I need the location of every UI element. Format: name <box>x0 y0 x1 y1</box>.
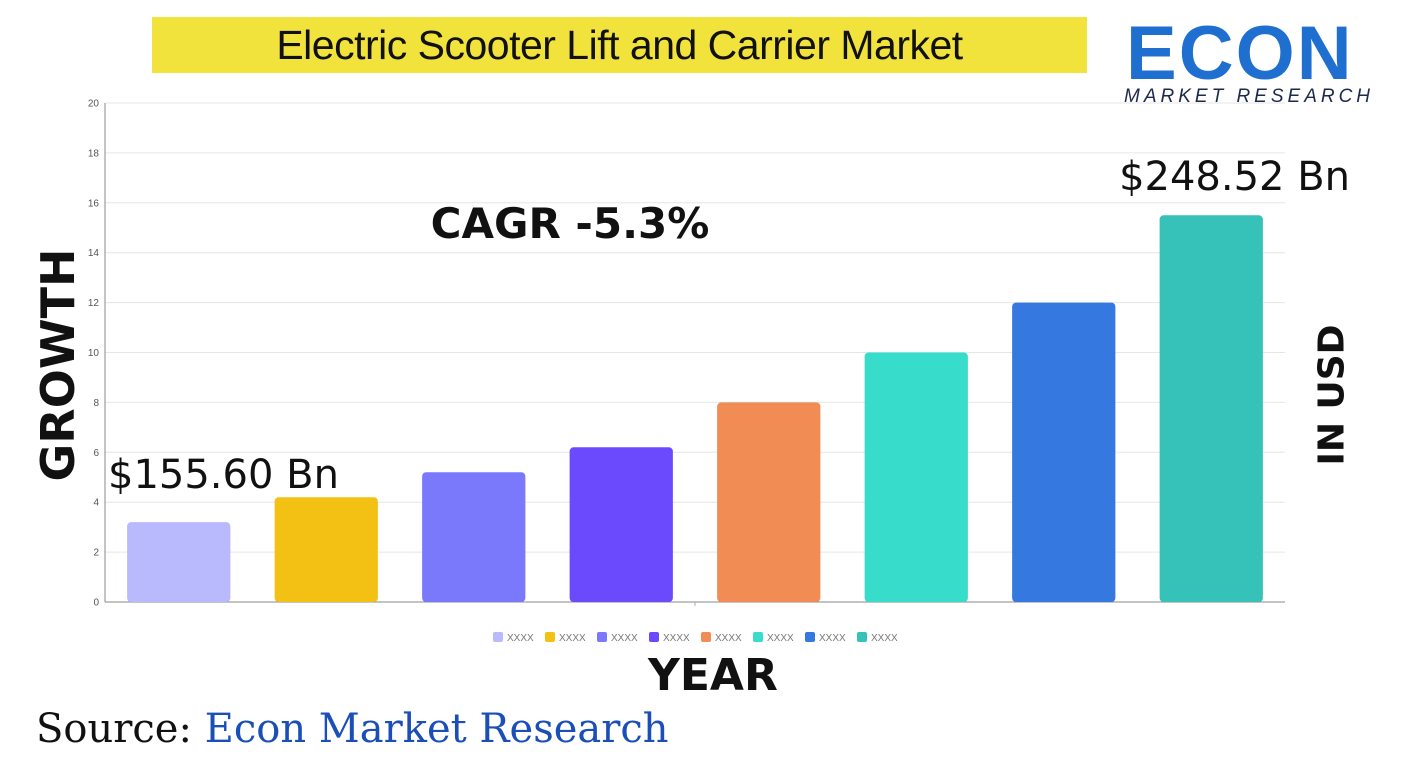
legend-label: XXXX <box>611 633 638 644</box>
bar <box>1159 215 1263 602</box>
legend-label: XXXX <box>819 633 846 644</box>
end-value-annotation: $248.52 Bn <box>1119 154 1350 200</box>
start-value-annotation: $155.60 Bn <box>108 452 339 498</box>
y-tick-label: 14 <box>88 248 100 259</box>
legend-swatch <box>545 632 555 642</box>
x-axis-title: YEAR <box>648 650 778 701</box>
source-line: Source: Econ Market Research <box>36 706 669 752</box>
source-prefix: Source: <box>36 706 192 752</box>
y-tick-label: 16 <box>88 198 100 209</box>
y-tick-label: 4 <box>93 498 99 509</box>
bar <box>717 402 821 602</box>
cagr-annotation: CAGR -5.3% <box>431 199 710 248</box>
y-tick-label: 20 <box>88 99 100 110</box>
y-tick-label: 8 <box>93 398 99 409</box>
y-tick-label: 10 <box>88 348 100 359</box>
bar <box>127 522 231 602</box>
right-axis-title: IN USD <box>1311 324 1353 466</box>
logo-word: ECON <box>1126 11 1354 96</box>
legend-label: XXXX <box>871 633 898 644</box>
legend-swatch <box>493 632 503 642</box>
legend-swatch <box>597 632 607 642</box>
y-axis-title: GROWTH <box>31 248 85 482</box>
y-tick-label: 6 <box>93 448 99 459</box>
legend-label: XXXX <box>559 633 586 644</box>
legend-swatch <box>701 632 711 642</box>
title-banner <box>152 17 1087 73</box>
chart-title: Electric Scooter Lift and Carrier Market <box>276 22 963 68</box>
legend-label: XXXX <box>715 633 742 644</box>
legend-label: XXXX <box>767 633 794 644</box>
legend-swatch <box>805 632 815 642</box>
source-name: Econ Market Research <box>191 706 669 752</box>
y-tick-label: 12 <box>88 298 100 309</box>
bar <box>274 497 378 602</box>
logo-subtitle: MARKET RESEARCH <box>1124 86 1375 107</box>
bar <box>1012 302 1116 602</box>
legend-swatch <box>753 632 763 642</box>
legend-label: XXXX <box>663 633 690 644</box>
econ-logo: ECON MARKET RESEARCH <box>1120 8 1390 110</box>
legend-label: XXXX <box>507 633 534 644</box>
bar <box>422 472 526 602</box>
bar <box>569 447 673 602</box>
legend-swatch <box>857 632 867 642</box>
bar <box>864 352 968 602</box>
y-tick-label: 0 <box>93 598 99 609</box>
y-tick-label: 18 <box>88 148 100 159</box>
y-tick-label: 2 <box>93 548 99 559</box>
legend-swatch <box>649 632 659 642</box>
